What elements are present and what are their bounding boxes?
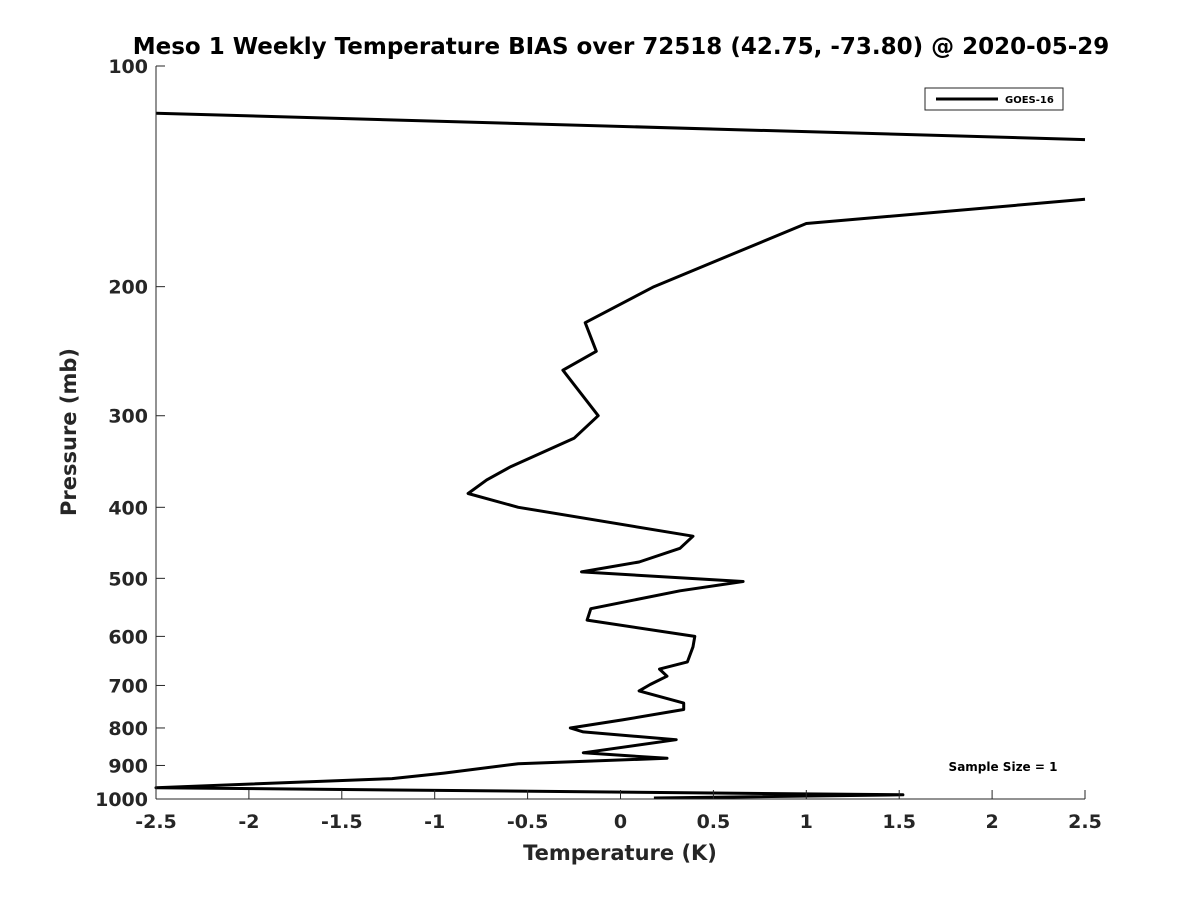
series-line-goes16 <box>155 111 1086 142</box>
ticks-layer: -2.5 -2 -1.5 -1 -0.5 0 0.5 1 1.5 2 2.5 100 200 300 400… <box>95 56 1102 833</box>
y-tick-label: 700 <box>108 675 148 697</box>
y-tick-label: 900 <box>108 755 148 777</box>
series-layer <box>154 111 1086 800</box>
y-tick-label: 100 <box>108 56 148 78</box>
axes-layer <box>155 66 1085 800</box>
x-axis-label: Temperature (K) <box>523 841 717 865</box>
y-tick-label: 600 <box>108 626 148 648</box>
sample-size-annotation: Sample Size = 1 <box>949 760 1058 774</box>
x-tick-label: 1.5 <box>882 811 916 833</box>
y-axis-label: Pressure (mb) <box>57 348 81 516</box>
x-tick-label: 1 <box>800 811 813 833</box>
x-tick-label: 0 <box>614 811 627 833</box>
y-tick-label: 500 <box>108 568 148 590</box>
x-tick-label: -0.5 <box>507 811 549 833</box>
legend: GOES-16 <box>924 87 1064 111</box>
x-tick-label: 2 <box>985 811 998 833</box>
legend-label-goes16: GOES-16 <box>1005 95 1054 106</box>
x-tick-label: -1.5 <box>321 811 363 833</box>
y-tick-label: 300 <box>108 406 148 428</box>
x-tick-label: -1 <box>424 811 445 833</box>
x-tick-label: 0.5 <box>697 811 731 833</box>
y-tick-label: 1000 <box>95 789 148 811</box>
chart-title: Meso 1 Weekly Temperature BIAS over 7251… <box>133 34 1110 60</box>
x-tick-label: -2.5 <box>135 811 177 833</box>
x-tick-label: 2.5 <box>1068 811 1102 833</box>
x-tick-label: -2 <box>238 811 259 833</box>
series-line-goes16 <box>154 197 1086 800</box>
y-tick-label: 400 <box>108 497 148 519</box>
y-tick-label: 800 <box>108 718 148 740</box>
y-tick-label: 200 <box>108 277 148 299</box>
